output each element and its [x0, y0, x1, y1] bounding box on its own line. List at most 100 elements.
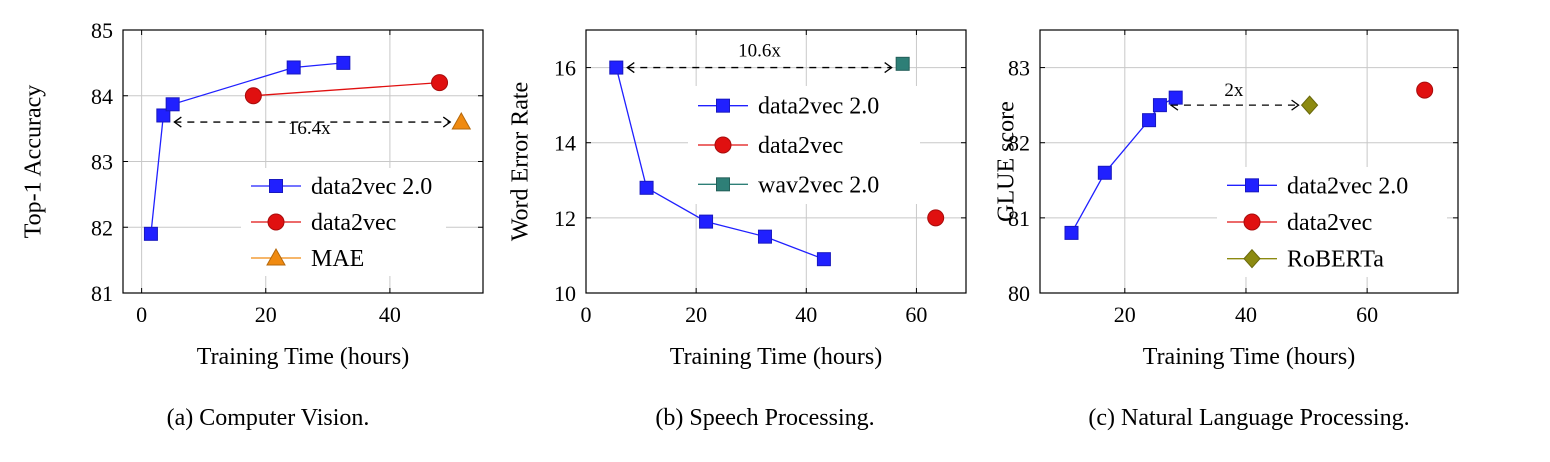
data-point: [699, 214, 714, 229]
data-point: [451, 112, 472, 130]
speedup-arrow-head-left: [173, 116, 182, 128]
data-point: [1300, 95, 1319, 115]
data-point: [757, 229, 772, 244]
legend-label: data2vec 2.0: [1287, 173, 1408, 199]
x-tick-label: 60: [905, 302, 927, 327]
series-data2vec: [927, 209, 945, 227]
series-data2vec-2-0: [1064, 90, 1183, 240]
data-point: [895, 56, 910, 71]
x-tick-label: 20: [255, 302, 277, 327]
plot-frame: [1039, 29, 1459, 294]
legend-label: data2vec: [758, 133, 843, 159]
legend-marker: [1243, 248, 1261, 269]
y-tick-label: 10: [554, 281, 576, 306]
series-roberta: [1300, 95, 1319, 115]
speedup-arrow-head-left: [626, 62, 635, 74]
data-point: [143, 226, 158, 241]
series-data2vec-2-0: [609, 60, 831, 267]
data-point: [816, 252, 831, 267]
data-point: [1064, 225, 1079, 240]
legend-marker: [267, 213, 285, 231]
y-tick-label: 12: [554, 206, 576, 231]
x-tick-label: 0: [581, 302, 592, 327]
series-line: [253, 81, 440, 97]
legend-label: data2vec 2.0: [311, 174, 432, 200]
speedup-annotation: 10.6x: [626, 40, 893, 74]
speedup-annotation: 2x: [1169, 80, 1300, 111]
data-point: [244, 87, 262, 105]
data-point: [1416, 81, 1434, 99]
data-point: [336, 55, 351, 70]
data-point: [431, 74, 449, 92]
legend-label: data2vec: [1287, 210, 1372, 236]
panel-caption: (c) Natural Language Processing.: [1088, 405, 1409, 431]
y-tick-label: 83: [1008, 56, 1030, 81]
legend-label: RoBERTa: [1287, 247, 1384, 273]
series-data2vec: [1416, 81, 1434, 99]
panel-caption: (a) Computer Vision.: [167, 405, 370, 431]
y-axis-label: Word Error Rate: [508, 82, 534, 241]
x-tick-label: 40: [795, 302, 817, 327]
y-tick-label: 16: [554, 56, 576, 81]
legend-label: data2vec 2.0: [758, 94, 879, 120]
legend-marker: [714, 136, 732, 154]
y-tick-label: 81: [1008, 206, 1030, 231]
y-tick-label: 81: [91, 281, 113, 306]
speedup-label: 2x: [1224, 80, 1244, 101]
speedup-arrow-head-right: [884, 62, 893, 74]
legend: data2vec 2.0 data2vec RoBERTa: [1217, 167, 1447, 277]
x-tick-label: 40: [1235, 302, 1257, 327]
x-axis-label: Training Time (hours): [670, 344, 882, 370]
legend-marker: [1243, 213, 1261, 231]
chart-panel-2: 0 20 40 60 10 12 14 16 Training Time (hours) Word…: [508, 29, 967, 431]
speedup-arrow-head-right: [442, 116, 452, 128]
legend-marker: [269, 179, 283, 193]
series-wav2vec-2-0: [895, 56, 910, 71]
series-data2vec: [244, 74, 449, 105]
legend-marker: [1245, 178, 1259, 193]
x-tick-label: 0: [136, 302, 147, 327]
y-axis-label: GLUE score: [994, 101, 1020, 222]
series-mae: [451, 112, 472, 130]
speedup-label: 16.4x: [288, 118, 331, 139]
legend: data2vec 2.0 data2vec wav2vec 2.0: [688, 86, 920, 204]
series-data2vec-2-0: [143, 55, 351, 241]
panel-caption: (b) Speech Processing.: [655, 405, 874, 431]
x-axis-label: Training Time (hours): [197, 344, 409, 370]
data-point: [156, 108, 171, 123]
x-tick-label: 60: [1356, 302, 1378, 327]
legend-marker: [716, 98, 730, 113]
legend-label: data2vec: [311, 210, 396, 236]
y-tick-label: 14: [554, 131, 576, 156]
data-point: [286, 60, 301, 75]
series-line: [1070, 97, 1176, 234]
speedup-arrow-head-right: [1291, 99, 1300, 111]
y-tick-label: 80: [1008, 281, 1030, 306]
chart-panel-3: 20 40 60 80 81 82 83 Training Time (hours) GLUE …: [994, 29, 1459, 431]
y-tick-label: 83: [91, 150, 113, 175]
data-point: [1152, 98, 1167, 113]
legend-marker: [266, 247, 286, 266]
y-tick-label: 84: [91, 84, 113, 109]
x-tick-label: 20: [1114, 302, 1136, 327]
x-axis-label: Training Time (hours): [1143, 344, 1355, 370]
y-tick-label: 85: [91, 18, 113, 43]
legend: data2vec 2.0 data2vec MAE: [241, 168, 446, 276]
plot-frame: [585, 29, 967, 294]
legend-label: wav2vec 2.0: [758, 172, 879, 198]
x-tick-label: 40: [379, 302, 401, 327]
legend-marker: [716, 177, 730, 192]
chart-panel-1: 0 20 40 81 82 83 84 85 Training Time (hours) Top-…: [21, 18, 484, 431]
legend-label: MAE: [311, 246, 364, 272]
y-tick-label: 82: [91, 215, 113, 240]
x-tick-label: 20: [685, 302, 707, 327]
data-point: [165, 97, 180, 112]
data-point: [1168, 90, 1183, 105]
speedup-annotation: 16.4x: [173, 116, 452, 139]
speedup-label: 10.6x: [738, 40, 781, 61]
y-axis-label: Top-1 Accuracy: [21, 85, 47, 239]
data-point: [1097, 165, 1112, 180]
data-point: [639, 180, 654, 195]
data-point: [609, 60, 624, 75]
